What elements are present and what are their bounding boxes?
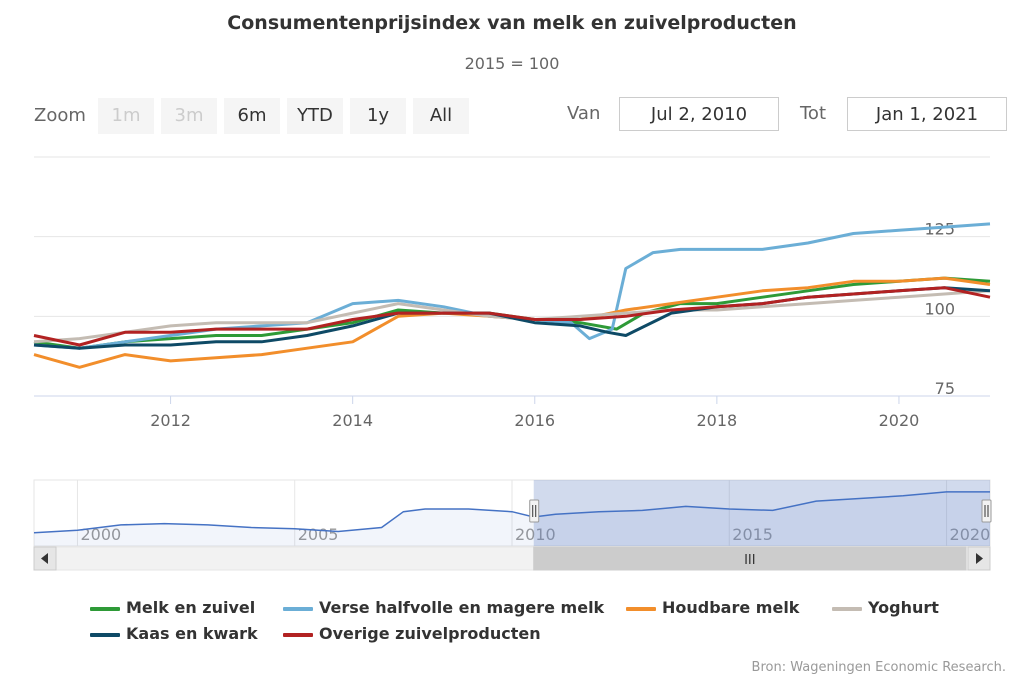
x-tick-label: 2020 <box>879 411 920 430</box>
navigator-tick-label: 2015 <box>732 525 773 544</box>
zoom-1m-button[interactable]: 1m <box>98 98 154 134</box>
legend-label: Overige zuivelproducten <box>319 624 541 643</box>
series-line-2 <box>33 276 991 369</box>
legend-label: Melk en zuivel <box>126 598 256 617</box>
chart-title: Consumentenprijsindex van melk en zuivel… <box>227 12 797 34</box>
arrow-left-icon <box>41 553 48 564</box>
y-tick-label: 100 <box>924 299 955 318</box>
zoom-3m-button[interactable]: 3m <box>161 98 217 134</box>
legend-item-houdbare-melk[interactable]: Houdbare melk <box>626 598 799 617</box>
legend-label: Yoghurt <box>868 598 939 617</box>
legend-swatch <box>832 606 862 611</box>
x-tick-label: 2016 <box>514 411 555 430</box>
navigator-handle-right[interactable] <box>981 499 992 523</box>
from-label: Van <box>567 103 601 124</box>
legend-item-overige-zuivel[interactable]: Overige zuivelproducten <box>283 624 541 643</box>
to-label: Tot <box>800 103 827 124</box>
navigator-tick-label: 2020 <box>950 525 991 544</box>
zoom-all-button[interactable]: All <box>413 98 469 134</box>
zoom-6m-button[interactable]: 6m <box>224 98 280 134</box>
legend-item-kaas-en-kwark[interactable]: Kaas en kwark <box>90 624 258 643</box>
legend-item-verse-melk[interactable]: Verse halfvolle en magere melk <box>283 598 604 617</box>
navigator-tick-label: 2010 <box>515 525 556 544</box>
navigator-handle-left[interactable] <box>529 499 540 523</box>
handle-body <box>529 499 540 523</box>
to-date-input[interactable]: Jan 1, 2021 <box>847 97 1007 131</box>
navigator-selection-mask <box>533 480 990 546</box>
y-tick-label: 125 <box>924 220 955 239</box>
series-line-0 <box>33 276 991 350</box>
x-tick-label: 2014 <box>332 411 373 430</box>
legend-label: Kaas en kwark <box>126 624 258 643</box>
handle-body <box>981 499 992 523</box>
from-date-input[interactable]: Jul 2, 2010 <box>619 97 779 131</box>
zoom-ytd-button[interactable]: YTD <box>287 98 343 134</box>
legend-item-melk-en-zuivel[interactable]: Melk en zuivel <box>90 598 255 617</box>
legend-swatch <box>283 632 313 637</box>
x-tick-label: 2012 <box>150 411 191 430</box>
navigator-line <box>33 491 990 534</box>
legend-swatch <box>90 632 120 637</box>
arrow-right-icon <box>976 553 983 564</box>
legend-swatch <box>626 606 656 611</box>
navigator-area <box>34 491 990 546</box>
y-tick-label: 75 <box>935 379 955 398</box>
legend-swatch <box>90 606 120 611</box>
series-line-5 <box>33 286 991 347</box>
zoom-label: Zoom <box>34 105 86 126</box>
zoom-1y-button[interactable]: 1y <box>350 98 406 134</box>
legend-label: Verse halfvolle en magere melk <box>319 598 605 617</box>
legend-swatch <box>283 606 313 611</box>
legend-item-yoghurt[interactable]: Yoghurt <box>832 598 939 617</box>
x-tick-label: 2018 <box>696 411 737 430</box>
legend-label: Houdbare melk <box>662 598 800 617</box>
credits[interactable]: Bron: Wageningen Economic Research. <box>751 660 1006 675</box>
chart-subtitle: 2015 = 100 <box>464 54 560 73</box>
scrollbar-thumb[interactable] <box>533 546 967 571</box>
navigator-tick-label: 2000 <box>80 525 121 544</box>
scrollbar-grip-label: III <box>744 553 756 568</box>
